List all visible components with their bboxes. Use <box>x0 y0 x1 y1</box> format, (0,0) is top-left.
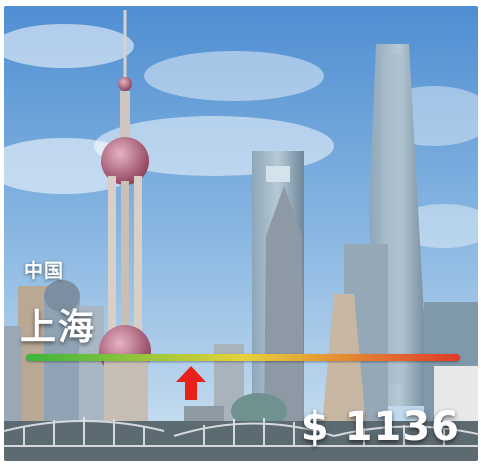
card: 中国 上海 $ 1136 <box>4 6 478 461</box>
skyline-photo <box>4 6 478 461</box>
price-level-bar <box>26 354 460 361</box>
arrow-up-icon <box>175 366 206 400</box>
city-label: 上海 <box>20 307 97 348</box>
price-label: $ 1136 <box>300 404 460 450</box>
country-label: 中国 <box>24 260 65 282</box>
